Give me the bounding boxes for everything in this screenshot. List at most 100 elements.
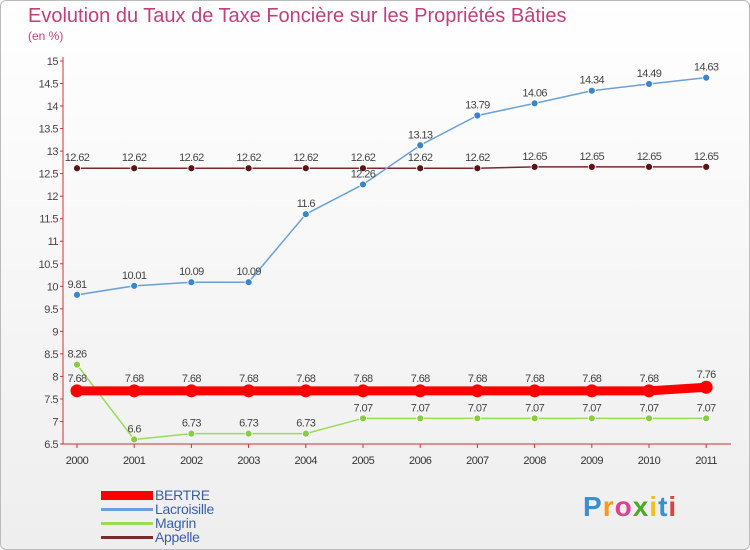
y-tick-label: 14 bbox=[47, 101, 59, 113]
data-label-lacroisille: 13.13 bbox=[408, 129, 433, 141]
data-point-magrin bbox=[702, 414, 711, 423]
data-label-lacroisille: 14.34 bbox=[580, 75, 605, 87]
y-tick-label: 15 bbox=[47, 56, 59, 68]
data-label-appelle: 12.65 bbox=[637, 151, 662, 163]
data-point-bertre bbox=[470, 384, 484, 398]
y-tick-label: 7.5 bbox=[44, 394, 58, 406]
y-tick-label: 11 bbox=[48, 236, 59, 248]
y-axis-unit: (en %) bbox=[28, 29, 64, 43]
data-point-appelle bbox=[645, 162, 653, 171]
legend-label: BERTRE bbox=[155, 487, 210, 503]
y-tick-label: 10.5 bbox=[39, 259, 59, 271]
legend-label: Appelle bbox=[155, 529, 200, 545]
data-label-bertre: 7.68 bbox=[468, 373, 487, 385]
data-label-bertre: 7.76 bbox=[697, 369, 716, 381]
data-label-lacroisille: 14.63 bbox=[694, 62, 719, 74]
data-label-lacroisille: 12.26 bbox=[351, 168, 376, 180]
data-label-bertre: 7.68 bbox=[125, 373, 144, 385]
data-point-bertre bbox=[127, 384, 141, 398]
data-point-magrin bbox=[530, 414, 539, 423]
legend-swatch bbox=[101, 522, 153, 525]
legend-swatch bbox=[101, 508, 153, 511]
x-tick-label: 2008 bbox=[523, 455, 546, 467]
data-point-bertre bbox=[242, 384, 256, 398]
data-point-bertre bbox=[413, 384, 427, 398]
data-label-bertre: 7.68 bbox=[296, 373, 315, 385]
x-tick-label: 2005 bbox=[352, 455, 375, 467]
data-label-lacroisille: 14.06 bbox=[522, 87, 547, 99]
data-point-magrin bbox=[130, 435, 139, 444]
y-tick-label: 9 bbox=[52, 326, 58, 338]
data-point-appelle bbox=[416, 164, 425, 173]
data-label-magrin: 7.07 bbox=[468, 402, 487, 414]
data-point-lacroisille bbox=[645, 80, 653, 88]
data-point-lacroisille bbox=[530, 99, 539, 108]
y-tick-label: 10 bbox=[47, 281, 59, 293]
series-line-bertre bbox=[72, 382, 711, 396]
data-label-bertre: 7.68 bbox=[353, 373, 372, 385]
data-label-lacroisille: 10.09 bbox=[236, 266, 261, 278]
legend-swatch bbox=[101, 536, 153, 539]
logo-letter: o bbox=[614, 491, 633, 522]
legend-label: Magrin bbox=[155, 515, 196, 531]
x-tick-label: 2006 bbox=[409, 455, 432, 467]
data-point-appelle bbox=[244, 164, 253, 173]
data-label-bertre: 7.68 bbox=[239, 373, 258, 385]
data-point-bertre bbox=[356, 384, 370, 398]
data-point-magrin bbox=[587, 414, 596, 423]
data-point-lacroisille bbox=[73, 290, 81, 299]
data-point-lacroisille bbox=[416, 141, 425, 150]
data-point-bertre bbox=[642, 384, 656, 398]
data-label-magrin: 7.07 bbox=[639, 402, 658, 414]
data-point-bertre bbox=[585, 384, 599, 398]
data-label-bertre: 7.68 bbox=[525, 373, 544, 385]
data-point-appelle bbox=[359, 164, 367, 173]
data-point-appelle bbox=[587, 162, 596, 171]
data-label-bertre: 7.68 bbox=[582, 373, 601, 385]
data-point-lacroisille bbox=[587, 86, 596, 95]
data-point-magrin bbox=[416, 414, 425, 423]
x-tick-label: 2010 bbox=[638, 455, 661, 467]
data-point-magrin bbox=[244, 429, 253, 438]
data-point-appelle bbox=[530, 162, 539, 171]
data-point-lacroisille bbox=[130, 281, 139, 290]
data-point-magrin bbox=[645, 414, 653, 423]
data-point-appelle bbox=[301, 164, 310, 173]
logo-letter: P bbox=[583, 491, 603, 522]
series-line-appelle bbox=[76, 166, 707, 169]
data-label-appelle: 12.62 bbox=[179, 152, 204, 164]
data-point-bertre bbox=[299, 384, 313, 398]
data-point-appelle bbox=[73, 164, 81, 173]
legend-swatch bbox=[101, 491, 153, 500]
data-label-appelle: 12.65 bbox=[522, 151, 547, 163]
x-tick-label: 2007 bbox=[466, 455, 489, 467]
data-point-lacroisille bbox=[702, 73, 711, 82]
data-label-magrin: 6.73 bbox=[296, 418, 315, 430]
y-tick-label: 13.5 bbox=[39, 124, 59, 136]
data-label-appelle: 12.65 bbox=[694, 151, 719, 163]
data-label-lacroisille: 11.6 bbox=[297, 198, 316, 210]
data-label-lacroisille: 10.01 bbox=[122, 270, 147, 282]
data-point-appelle bbox=[130, 164, 139, 173]
data-label-magrin: 7.07 bbox=[697, 402, 716, 414]
data-point-bertre bbox=[528, 384, 542, 398]
proxiti-logo: Proxiti bbox=[583, 491, 677, 523]
data-label-magrin: 7.07 bbox=[353, 402, 372, 414]
chart-title: Evolution du Taux de Taxe Foncière sur l… bbox=[28, 5, 567, 27]
y-tick-label: 9.5 bbox=[44, 304, 58, 316]
data-label-appelle: 12.65 bbox=[580, 151, 605, 163]
data-label-bertre: 7.68 bbox=[411, 373, 430, 385]
x-tick-label: 2002 bbox=[180, 455, 203, 467]
logo-letter: r bbox=[602, 491, 615, 522]
data-label-appelle: 12.62 bbox=[236, 152, 261, 164]
data-label-appelle: 12.62 bbox=[408, 152, 433, 164]
data-label-appelle: 12.62 bbox=[122, 152, 147, 164]
y-tick-label: 13 bbox=[47, 146, 59, 158]
y-tick-label: 12 bbox=[47, 191, 59, 203]
logo-letter: i bbox=[668, 491, 678, 522]
y-tick-label: 6.5 bbox=[44, 439, 58, 451]
data-point-bertre bbox=[70, 384, 84, 398]
data-label-appelle: 12.62 bbox=[65, 152, 90, 164]
data-label-lacroisille: 10.09 bbox=[179, 266, 204, 278]
legend-label: Lacroisille bbox=[155, 501, 214, 517]
